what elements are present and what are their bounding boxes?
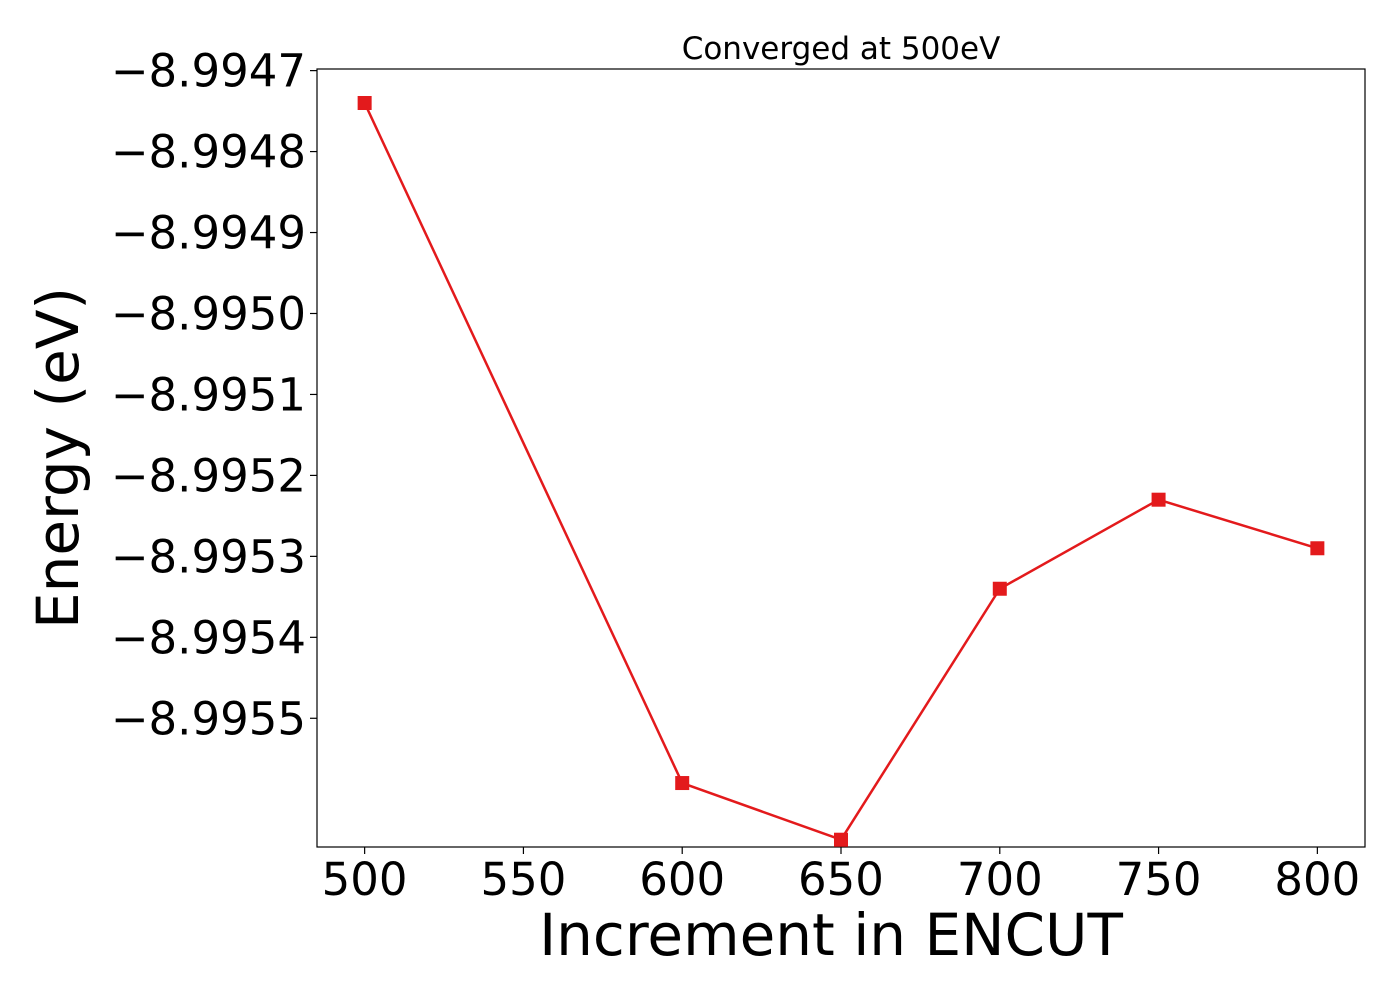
y-tick-label: −8.9955 (111, 692, 306, 745)
y-tick-label: −8.9950 (111, 287, 306, 340)
y-axis-label: Energy (eV) (24, 287, 92, 629)
y-tick-label: −8.9953 (111, 530, 306, 583)
y-tick-label: −8.9951 (111, 368, 306, 421)
y-axis-ticks: −8.9947 −8.9948 −8.9949 −8.9950 −8.9951 −8.99… (111, 45, 317, 745)
data-point-marker (675, 776, 690, 791)
data-point-marker (1310, 541, 1325, 556)
y-tick-label: −8.9947 (111, 45, 306, 98)
x-tick-label: 650 (798, 853, 884, 906)
x-tick-label: 750 (1116, 853, 1202, 906)
y-tick-label: −8.9954 (111, 611, 306, 664)
x-tick-label: 800 (1274, 853, 1360, 906)
chart-title: Converged at 500eV (682, 31, 1001, 67)
data-point-marker (357, 96, 372, 111)
data-point-marker (1151, 492, 1166, 507)
plot-area (316, 68, 1366, 848)
x-axis-ticks: 500 550 600 650 700 750 800 (322, 847, 1360, 906)
series-layer (357, 96, 1325, 847)
y-tick-label: −8.9952 (111, 449, 306, 502)
data-point-marker (992, 581, 1007, 596)
x-tick-label: 600 (639, 853, 725, 906)
energy-series-line (363, 102, 1318, 841)
y-tick-label: −8.9948 (111, 126, 306, 179)
x-axis-label: Increment in ENCUT (539, 901, 1123, 969)
data-point-marker (834, 832, 848, 847)
x-tick-label: 500 (322, 853, 408, 906)
x-tick-label: 550 (480, 853, 566, 906)
y-tick-label: −8.9949 (111, 207, 306, 260)
x-tick-label: 700 (957, 853, 1043, 906)
